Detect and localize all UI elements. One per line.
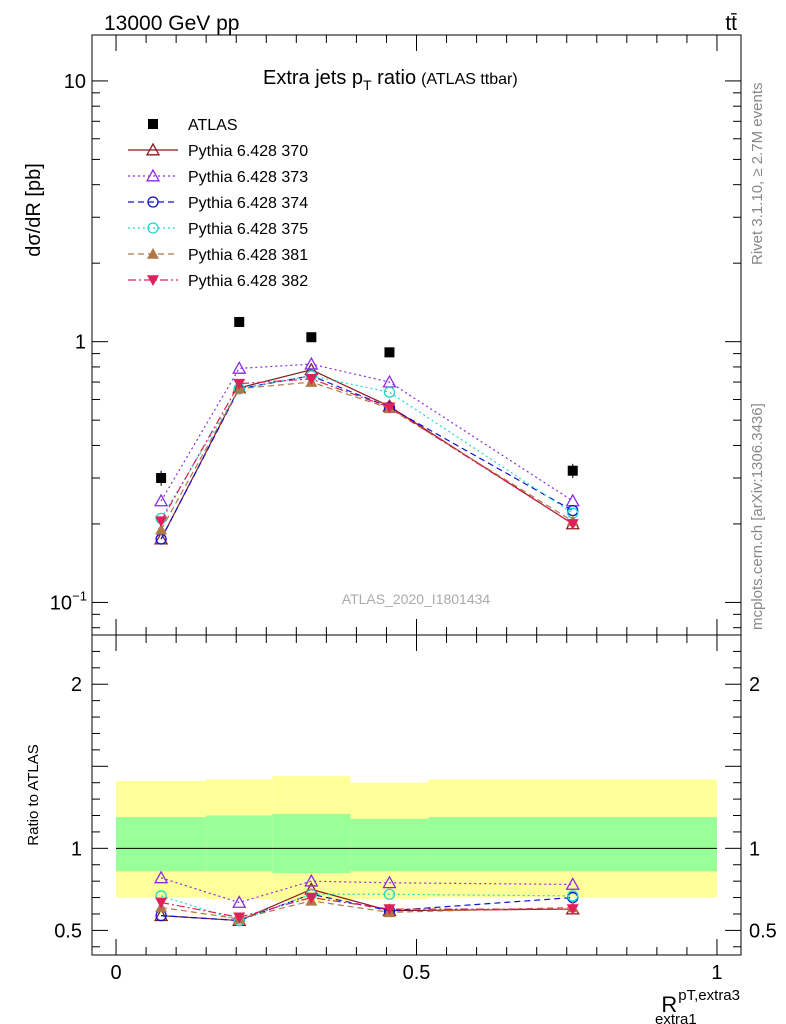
chart-title: Extra jets pT ratio (ATLAS ttbar) — [263, 67, 518, 93]
main-ytick-label-1: 1 — [75, 332, 86, 354]
ratio-data-point — [233, 912, 246, 924]
ratio-series-line — [160, 877, 573, 904]
x-axis-label-main: R — [661, 992, 677, 1017]
legend-label: Pythia 6.428 375 — [188, 221, 308, 238]
ratio-series-group — [154, 870, 580, 927]
main-data-point — [383, 402, 396, 414]
main-data-point — [567, 465, 578, 476]
ratio-ytick-label-right: 2 — [749, 674, 760, 696]
legend-marker — [147, 222, 159, 234]
ratio-data-point — [304, 873, 319, 887]
legend-marker — [145, 142, 161, 156]
process-label: tt̄ — [725, 12, 737, 35]
energy-label: 13000 GeV pp — [104, 12, 239, 35]
main-series-line — [160, 363, 574, 502]
legend-entry: Pythia 6.428 381 — [128, 247, 308, 264]
ratio-ytick-label: 0.5 — [54, 920, 82, 942]
legend-label: ATLAS — [188, 117, 238, 134]
chart-title-sub: T — [363, 77, 372, 93]
main-series-line — [160, 381, 574, 531]
main-data-point — [384, 347, 395, 358]
ratio-data-point — [232, 895, 247, 908]
chart-title-main: Extra jets p — [263, 67, 363, 89]
analysis-label: ATLAS_2020_I1801434 — [342, 591, 491, 607]
ratio-data-point — [305, 892, 318, 904]
ratio-uncertainty-bands — [116, 776, 717, 901]
xtick-label: 1 — [711, 962, 722, 984]
chart-title-small: (ATLAS ttbar) — [421, 71, 518, 88]
ratio-data-point — [382, 875, 397, 889]
legend-marker — [148, 119, 158, 129]
green-band-segment — [116, 817, 207, 872]
main-ytick-label-10: 10 — [64, 71, 86, 93]
legend-label: Pythia 6.428 382 — [188, 273, 308, 290]
main-series-line — [160, 375, 574, 519]
legend-marker — [145, 168, 161, 182]
legend-marker — [147, 275, 159, 286]
x-axis-label: RpT,extra3 extra1 — [655, 987, 740, 1024]
main-ytick-label-0.1-exp: −1 — [72, 588, 87, 603]
main-data-point — [567, 504, 579, 517]
green-band-segment — [350, 818, 429, 872]
legend: ATLAS Pythia 6.428 370 Pythia 6.428 373 Pyt… — [128, 117, 308, 290]
chart-title-tail: ratio — [372, 67, 416, 89]
main-data-point — [154, 493, 169, 507]
legend-label: Pythia 6.428 374 — [188, 195, 308, 212]
ratio-ytick-label: 1 — [71, 838, 82, 860]
ratio-data-point — [154, 870, 169, 884]
main-ylabel: dσ/dR [pb] — [23, 163, 45, 257]
main-series-group — [154, 316, 580, 545]
ratio-data-point — [383, 904, 396, 916]
main-ytick-label-0.1: 10 — [50, 592, 72, 614]
main-data-point — [306, 332, 317, 343]
mcplots-label: mcplots.cern.ch [arXiv:1306.3436] — [749, 403, 766, 630]
green-band-segment — [428, 817, 717, 872]
main-series-line — [160, 369, 574, 540]
ratio-data-point — [383, 888, 396, 900]
ratio-data-point — [155, 897, 168, 909]
legend-label: Pythia 6.428 373 — [188, 169, 308, 186]
ratio-ytick-label-right: 1 — [749, 838, 760, 860]
legend-label: Pythia 6.428 370 — [188, 143, 308, 160]
legend-entry: Pythia 6.428 382 — [128, 273, 308, 290]
x-axis-label-sup: pT,extra3 — [678, 987, 740, 1004]
ratio-ylabel: Ratio to ATLAS — [25, 744, 42, 845]
legend-entry: Pythia 6.428 374 — [128, 195, 308, 212]
ratio-data-point — [566, 904, 579, 916]
main-data-point — [155, 523, 168, 535]
ratio-data-point — [565, 877, 580, 890]
legend-entry: Pythia 6.428 373 — [128, 168, 308, 186]
green-band-segment — [272, 813, 351, 873]
main-data-point — [304, 356, 319, 370]
legend-entry: Pythia 6.428 375 — [128, 221, 308, 238]
legend-label: Pythia 6.428 381 — [188, 247, 308, 264]
main-data-point — [233, 378, 246, 390]
x-axis-label-sub: extra1 — [655, 1011, 697, 1024]
xtick-label: 0 — [110, 962, 121, 984]
main-data-point — [566, 519, 579, 530]
main-data-point — [383, 386, 396, 398]
green-band-segment — [206, 815, 273, 872]
main-data-point — [156, 473, 167, 484]
ratio-ytick-label: 2 — [71, 674, 82, 696]
main-data-point — [565, 493, 580, 507]
ratio-series-line — [160, 896, 573, 918]
main-data-point — [155, 516, 168, 528]
main-data-point — [305, 374, 318, 385]
main-data-point — [232, 361, 247, 374]
main-data-point — [234, 316, 245, 327]
xtick-label: 0.5 — [403, 962, 431, 984]
ratio-ytick-label-right: 0.5 — [749, 920, 777, 942]
rivet-label: Rivet 3.1.10, ≥ 2.7M events — [749, 83, 766, 266]
ratio-data-point — [567, 890, 579, 902]
legend-entry: ATLAS — [148, 117, 238, 134]
legend-marker — [147, 248, 159, 259]
legend-marker — [147, 196, 159, 208]
ratio-plot-frame: 0.5 0.5 1 1 2 2 0 0.5 1 — [54, 634, 777, 984]
legend-entry: Pythia 6.428 370 — [128, 142, 308, 160]
